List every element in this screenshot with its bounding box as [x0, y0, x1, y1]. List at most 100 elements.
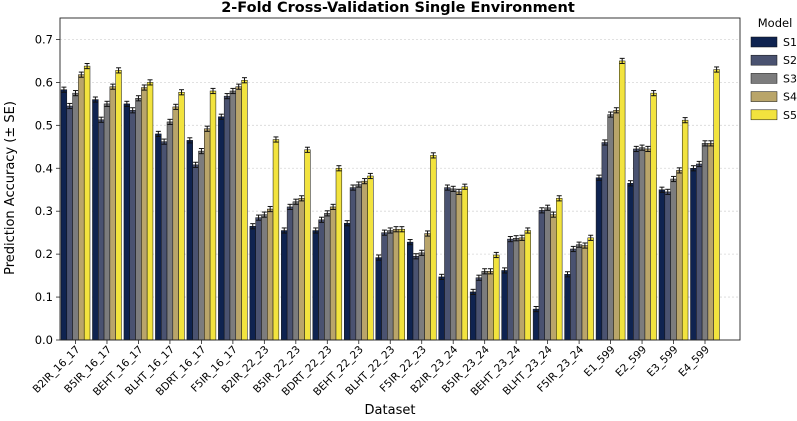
x-tick-label: E1_599 — [582, 344, 618, 380]
bar-s3 — [292, 201, 299, 341]
bar-s1 — [155, 133, 162, 341]
bar-s5 — [146, 82, 154, 341]
bar-s3 — [166, 121, 174, 341]
bar-s3 — [701, 143, 709, 341]
bar-s3 — [103, 103, 111, 341]
bar-s1 — [469, 291, 477, 341]
bars — [60, 57, 720, 341]
bar-s2 — [444, 187, 451, 341]
bar-s1 — [501, 270, 508, 341]
bar-s4 — [235, 86, 242, 341]
bar-s3 — [481, 271, 488, 341]
bar-s1 — [249, 225, 256, 341]
bar-s2 — [507, 238, 514, 341]
legend: Model S1 S2 S3 S4 S5 — [750, 16, 797, 122]
bar-s4 — [518, 237, 526, 341]
bar-s3 — [513, 237, 520, 341]
bar-s1 — [92, 99, 99, 341]
bar-s5 — [619, 60, 626, 341]
bar-s4 — [329, 206, 337, 341]
bar-s3 — [387, 230, 394, 341]
legend-label-s3: S3 — [783, 72, 797, 85]
bar-s3 — [355, 184, 362, 341]
bar-s5 — [650, 92, 657, 341]
legend-title: Model — [758, 16, 793, 30]
bar-s4 — [644, 148, 652, 341]
y-tick-label: 0.2 — [35, 247, 53, 261]
bar-s5 — [461, 186, 468, 341]
bar-s1 — [406, 241, 414, 341]
chart-title: 2-Fold Cross-Validation Single Environme… — [221, 0, 575, 16]
bar-s4 — [78, 74, 85, 341]
bar-s5 — [115, 70, 122, 341]
legend-swatch-s1 — [750, 36, 778, 48]
bar-s3 — [418, 252, 425, 341]
bar-s1 — [658, 189, 666, 341]
bar-s5 — [713, 69, 720, 341]
x-tick-label: E4_599 — [676, 344, 712, 380]
y-tick-label: 0.0 — [35, 333, 53, 347]
bar-s5 — [178, 92, 185, 341]
bar-s1 — [627, 183, 634, 341]
bar-s4 — [676, 170, 683, 341]
bar-s5 — [524, 230, 531, 341]
bar-s2 — [192, 164, 199, 341]
bar-s1 — [438, 276, 445, 341]
bar-s1 — [218, 116, 225, 341]
bar-s5 — [493, 254, 500, 341]
bar-s4 — [392, 228, 400, 341]
bar-s5 — [272, 139, 280, 341]
legend-label-s5: S5 — [783, 109, 797, 122]
bar-s2 — [381, 232, 388, 341]
bar-s4 — [707, 143, 714, 341]
bar-s2 — [538, 210, 545, 341]
y-axis-ticks: 0.0 0.1 0.2 0.3 0.4 0.5 0.6 0.7 — [35, 32, 60, 347]
bar-s4 — [613, 110, 620, 341]
bar-s5 — [335, 168, 343, 341]
bar-s1 — [186, 140, 193, 341]
y-tick-label: 0.1 — [35, 290, 53, 304]
bar-s1 — [123, 103, 130, 341]
bar-s1 — [564, 274, 571, 341]
legend-swatch-s4 — [750, 91, 778, 102]
legend-label-s1: S1 — [783, 36, 797, 49]
legend-label-s4: S4 — [783, 91, 797, 104]
y-tick-label: 0.4 — [35, 161, 53, 175]
bar-s2 — [696, 163, 703, 341]
bar-s1 — [532, 308, 540, 341]
bar-s3 — [135, 98, 142, 341]
bar-s4 — [298, 198, 305, 341]
bar-s3 — [324, 213, 331, 341]
legend-swatch-s5 — [750, 109, 778, 121]
bar-s2 — [160, 141, 168, 341]
bar-s5 — [681, 119, 689, 341]
bar-s4 — [550, 214, 557, 341]
bar-s5 — [241, 80, 248, 341]
bar-s2 — [475, 277, 483, 341]
bar-s5 — [209, 90, 217, 341]
bar-s1 — [690, 168, 697, 341]
bar-s3 — [198, 150, 205, 341]
bar-s4 — [581, 245, 589, 341]
bar-s2 — [633, 148, 640, 341]
bar-s2 — [223, 95, 231, 341]
bar-s2 — [255, 217, 262, 341]
bar-s2 — [570, 248, 577, 341]
plot-frame — [59, 17, 741, 341]
legend-swatch-s2 — [750, 54, 778, 66]
bar-s2 — [664, 191, 671, 341]
bar-s2 — [318, 219, 325, 341]
legend-swatch-s3 — [750, 73, 778, 84]
bar-s5 — [556, 198, 563, 341]
bar-s2 — [349, 187, 357, 341]
bar-s4 — [141, 87, 148, 341]
bar-s2 — [129, 110, 136, 341]
bar-s4 — [424, 233, 431, 341]
bar-s1 — [60, 89, 68, 341]
bar-s3 — [607, 114, 614, 341]
bar-s5 — [367, 175, 374, 341]
bar-s5 — [430, 155, 437, 341]
bar-s3 — [72, 92, 79, 341]
